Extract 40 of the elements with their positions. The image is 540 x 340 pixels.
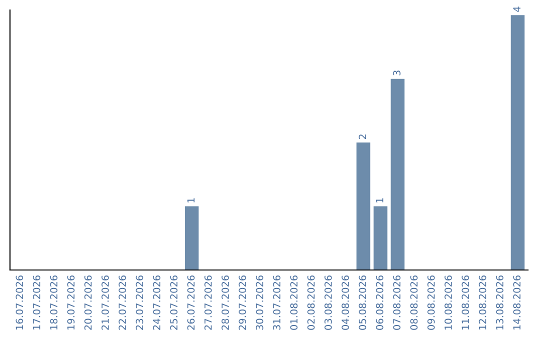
bar xyxy=(390,78,405,270)
x-tick-label: 25.07.2026 xyxy=(170,275,178,330)
x-tick-label: 05.08.2026 xyxy=(358,275,366,330)
bar xyxy=(510,15,525,270)
x-tick-label: 07.08.2026 xyxy=(393,275,400,330)
bar xyxy=(374,206,388,270)
x-tick-label: 20.07.2026 xyxy=(84,275,92,330)
x-tick-label: 19.07.2026 xyxy=(67,275,75,330)
data-label: 3 xyxy=(393,70,400,76)
x-tick-label: 30.07.2026 xyxy=(256,275,264,330)
bar xyxy=(184,206,199,270)
x-tick-label: 02.08.2026 xyxy=(307,275,315,330)
x-tick-label: 22.07.2026 xyxy=(118,275,126,330)
x-tick-label: 06.08.2026 xyxy=(376,275,384,330)
x-tick-label: 17.07.2026 xyxy=(32,275,40,330)
data-label: 1 xyxy=(376,198,384,202)
x-tick-label: 01.08.2026 xyxy=(290,275,298,330)
x-tick-label: 16.07.2026 xyxy=(16,275,24,330)
x-tick-label: 09.08.2026 xyxy=(427,275,435,330)
data-label: 1 xyxy=(187,198,194,202)
x-tick-label: 12.08.2026 xyxy=(478,275,486,330)
x-tick-label: 11.08.2026 xyxy=(462,275,470,330)
x-tick-label: 29.07.2026 xyxy=(238,275,246,330)
x-tick-label: 27.07.2026 xyxy=(204,275,212,330)
x-tick-label: 31.07.2026 xyxy=(273,275,280,330)
x-tick-label: 26.07.2026 xyxy=(187,275,195,330)
data-label: 2 xyxy=(358,134,366,140)
x-tick-label: 23.07.2026 xyxy=(136,275,144,330)
x-tick-label: 04.08.2026 xyxy=(342,275,350,330)
x-tick-label: 10.08.2026 xyxy=(444,275,452,330)
bar xyxy=(356,142,370,270)
data-label: 4 xyxy=(513,6,520,12)
x-tick-label: 03.08.2026 xyxy=(324,275,332,330)
x-tick-label: 14.08.2026 xyxy=(513,275,521,330)
x-tick-label: 18.07.2026 xyxy=(50,275,58,330)
x-tick-label: 13.08.2026 xyxy=(496,275,504,330)
x-tick-label: 21.07.2026 xyxy=(102,275,109,330)
x-tick-label: 24.07.2026 xyxy=(152,275,160,330)
x-tick-label: 08.08.2026 xyxy=(410,275,418,330)
x-tick-label: 28.07.2026 xyxy=(222,275,229,330)
